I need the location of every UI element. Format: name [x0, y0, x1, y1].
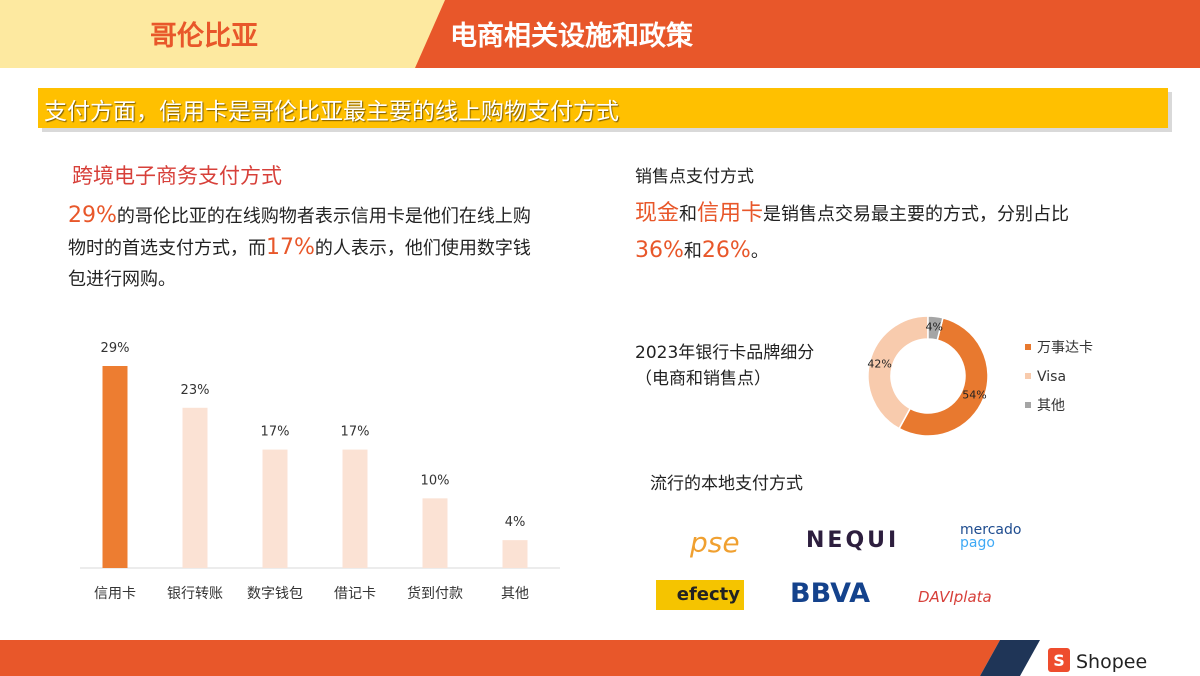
x-tick-label: 信用卡 — [94, 586, 136, 602]
legend-label: 其他 — [1037, 398, 1065, 414]
x-tick-label: 其他 — [501, 586, 529, 602]
value-label: 17% — [261, 425, 290, 440]
header-title: 电商相关设施和政策 — [450, 21, 693, 52]
x-tick-label: 数字钱包 — [247, 586, 303, 602]
value-label: 29% — [101, 341, 130, 356]
text-run: 是销售点交易最主要的方式，分别占比 — [763, 204, 1070, 225]
pie-slice — [867, 315, 929, 430]
bar — [342, 449, 368, 568]
bar — [262, 449, 288, 568]
value-label: 54% — [962, 388, 986, 401]
bar — [502, 540, 528, 568]
shopee-icon-s: S — [1053, 651, 1065, 670]
logo-nequi: NEQUI — [806, 528, 900, 553]
right-heading: 销售点支付方式 — [635, 167, 754, 187]
header-country: 哥伦比亚 — [150, 21, 258, 52]
logo-mercado-2: pago — [960, 535, 995, 551]
logo-daviplata: DAVIplata — [918, 588, 992, 606]
value-label: 42% — [867, 358, 891, 371]
bar — [422, 498, 448, 568]
legend-marker — [1025, 344, 1031, 350]
legend-label: 万事达卡 — [1037, 340, 1093, 356]
local-heading: 流行的本地支付方式 — [650, 474, 803, 494]
legend-marker — [1025, 402, 1031, 408]
value-label: 23% — [181, 383, 210, 398]
text-run: 的哥伦比亚的在线购物者表示信用卡是他们在线上购物时的首选支付方式，而 — [68, 206, 531, 259]
bar — [182, 407, 208, 568]
value-label: 10% — [421, 473, 450, 488]
x-tick-label: 银行转账 — [167, 586, 223, 602]
emphasis: 信用卡 — [697, 201, 764, 226]
bar — [102, 366, 128, 568]
left-heading: 跨境电子商务支付方式 — [72, 164, 282, 188]
logo-pse: pse — [690, 526, 740, 559]
pie-slice — [898, 316, 989, 437]
banner — [38, 88, 1168, 128]
logo-mercado-1: mercado — [960, 522, 1022, 538]
x-tick-label: 货到付款 — [407, 585, 463, 602]
emphasis: 现金 — [635, 201, 680, 226]
value-label: 4% — [926, 320, 943, 333]
emphasis: 17% — [266, 235, 315, 260]
header-right — [415, 0, 1200, 68]
pie-title: 2023年银行卡品牌细分（电商和销售点） — [635, 343, 815, 389]
footer-accent — [980, 640, 1040, 676]
text-run: 和 — [683, 241, 702, 262]
text-run: 和 — [679, 204, 698, 225]
value-label: 17% — [341, 425, 370, 440]
pie-slice — [927, 315, 944, 342]
shopee-icon — [1048, 648, 1070, 672]
emphasis: 26% — [701, 238, 751, 263]
logo-bbva: BBVA — [790, 578, 871, 609]
banner-text: 支付方面，信用卡是哥伦比亚最主要的线上购物支付方式 — [44, 99, 619, 125]
right-paragraph: 现金和信用卡是销售点交易最主要的方式，分别占比36%和26%。 — [635, 196, 1105, 270]
x-tick-label: 借记卡 — [334, 586, 376, 602]
left-paragraph: 29%的哥伦比亚的在线购物者表示信用卡是他们在线上购物时的首选支付方式，而17%… — [68, 200, 548, 295]
logo-mercado: mercado pago — [960, 522, 1022, 551]
emphasis: 36% — [635, 238, 684, 263]
footer-band — [0, 640, 1000, 676]
value-label: 4% — [505, 515, 526, 530]
text-run: 。 — [750, 241, 769, 262]
emphasis: 29% — [68, 203, 117, 228]
legend-marker — [1025, 373, 1031, 379]
logo-efecty: efecty — [656, 580, 744, 610]
footer-brand: Shopee — [1076, 651, 1148, 673]
text-run: 的人表示，他们使用数字钱包进行网购。 — [68, 238, 531, 290]
legend-label: Visa — [1037, 369, 1066, 385]
